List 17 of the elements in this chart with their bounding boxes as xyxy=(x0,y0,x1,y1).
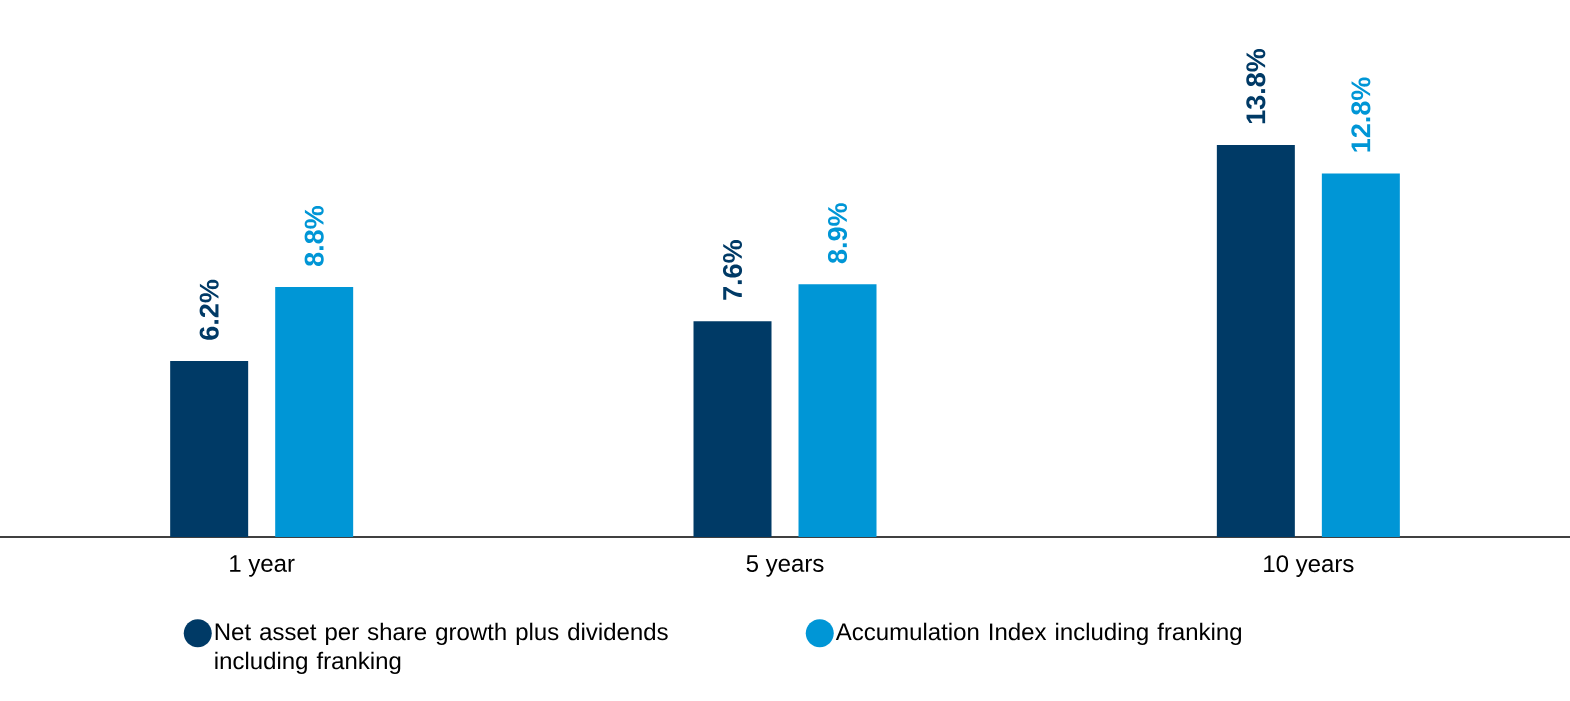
bar xyxy=(1321,173,1400,537)
bar xyxy=(170,360,249,537)
legend-label: Net asset per share growth plus dividends including franking xyxy=(215,622,668,675)
bar xyxy=(798,284,877,537)
data-label: 13.8% xyxy=(1246,48,1266,124)
bar xyxy=(693,321,772,537)
bar xyxy=(1216,145,1295,537)
data-label: 7.6% xyxy=(722,240,743,300)
x-tick-label: 5 years xyxy=(746,555,824,577)
legend-label: Accumulation Index including franking xyxy=(835,622,1242,646)
bar xyxy=(275,287,354,537)
data-label: 6.2% xyxy=(199,279,219,340)
data-label: 8.8% xyxy=(304,206,324,266)
data-label: 8.9% xyxy=(827,203,848,264)
x-tick-label: 1 year xyxy=(230,555,295,577)
x-tick-label: 10 years xyxy=(1264,555,1354,577)
data-label: 12.8% xyxy=(1351,77,1371,152)
